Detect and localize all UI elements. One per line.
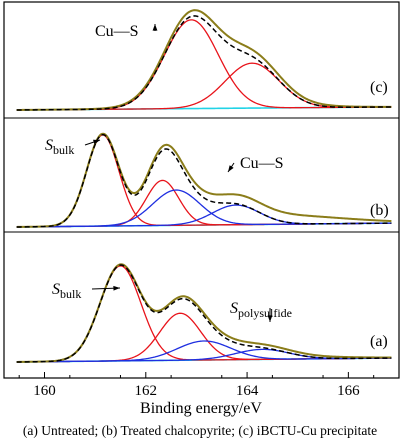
x-axis-label: Binding energy/eV	[140, 400, 262, 417]
arrow-head-a-1	[113, 285, 120, 291]
panel-c: (c) Cu—S	[16, 9, 392, 111]
experimental-envelope-c	[16, 9, 392, 111]
component-peak-b-2	[16, 179, 392, 228]
panel-b: (b) Sbulk Cu—S	[16, 132, 392, 228]
arrow-head-a-2	[267, 315, 273, 322]
annotation-a-1: Sbulk	[52, 281, 81, 301]
experimental-envelope-b	[16, 132, 392, 228]
arrow-head-b-1	[93, 139, 100, 145]
x-tick-label-160: 160	[33, 383, 56, 399]
fitted-sum-a	[16, 264, 392, 363]
x-tick-label-164: 164	[236, 383, 259, 399]
annotation-b-2: Cu—S	[240, 155, 284, 172]
annotation-c-1: Cu—S	[95, 23, 139, 40]
axes-frame: 160 162 164 166	[3, 1, 400, 399]
fitted-sum-b	[16, 133, 392, 228]
component-peak-c-1	[16, 19, 392, 111]
figure-caption: (a) Untreated; (b) Treated chalcopyrite;…	[22, 423, 378, 438]
x-tick-label-166: 166	[337, 383, 360, 399]
panel-a: (a) Sbulk Spolysulfide	[16, 263, 392, 363]
arrow-head-c-1	[152, 24, 158, 31]
annotation-a-2: Spolysulfide	[230, 300, 292, 320]
component-peak-c-2	[16, 62, 392, 111]
panel-label-a: (a)	[370, 333, 388, 350]
x-tick-label-162: 162	[135, 383, 158, 399]
annotation-b-1: Sbulk	[45, 137, 74, 157]
plot-area: (a) Sbulk Spolysulfide (b) Sbulk Cu—S (c) Cu—S	[16, 9, 392, 363]
panel-label-b: (b)	[370, 202, 389, 219]
panel-label-c: (c)	[370, 79, 388, 96]
experimental-envelope-a	[16, 263, 392, 363]
plot-frame	[3, 1, 400, 379]
arrow-head-b-2	[228, 165, 234, 172]
fitted-sum-c	[16, 15, 392, 111]
